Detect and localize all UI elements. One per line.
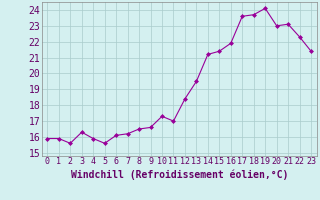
X-axis label: Windchill (Refroidissement éolien,°C): Windchill (Refroidissement éolien,°C) — [70, 169, 288, 180]
